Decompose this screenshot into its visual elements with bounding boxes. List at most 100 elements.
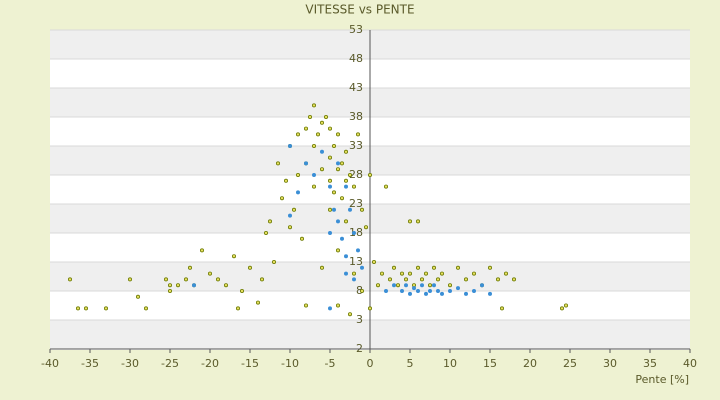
point [391,265,396,270]
point [231,254,236,259]
point [311,143,316,148]
y-tick-label: 33 [349,139,363,152]
point [335,167,340,172]
point [335,219,340,224]
x-tick-label: -10 [281,357,299,370]
x-tick-label: -20 [201,357,219,370]
point [311,172,316,177]
point [415,265,420,270]
x-tick-label: 5 [407,357,414,370]
point [351,277,356,282]
point [339,236,344,241]
point [143,306,148,311]
point [383,184,388,189]
chart-title: VITESSE vs PENTE [305,3,414,17]
point [471,288,476,293]
x-tick-label: -5 [325,357,336,370]
point [564,303,569,308]
point [415,219,420,224]
point [255,300,260,305]
point [367,306,372,311]
point [84,306,89,311]
point [327,155,332,160]
point [495,277,500,282]
point [287,225,292,230]
point [327,178,332,183]
point [259,277,264,282]
x-tick-label: 20 [523,357,537,370]
y-tick-label: 18 [349,226,363,239]
point [407,271,412,276]
x-tick-label: 15 [483,357,497,370]
y-tick-label: 48 [349,52,363,65]
point [327,306,332,311]
point [303,126,308,131]
x-tick-label: -30 [121,357,139,370]
point [455,265,460,270]
x-tick-label: 30 [603,357,617,370]
point [407,219,412,224]
point [463,291,468,296]
x-tick-label: 25 [563,357,577,370]
point [335,248,340,253]
point [355,132,360,137]
point [267,219,272,224]
point [303,303,308,308]
point [359,207,364,212]
point [439,291,444,296]
point [499,306,504,311]
point [403,283,408,288]
point [471,271,476,276]
x-axis-label: Pente [%] [635,373,689,386]
point [327,126,332,131]
point [223,283,228,288]
point [199,248,204,253]
y-tick-label: 23 [349,197,363,210]
point [371,259,376,264]
point [327,230,332,235]
point [339,196,344,201]
x-tick-label: -15 [241,357,259,370]
point [387,277,392,282]
point [331,190,336,195]
point [347,207,352,212]
point [235,306,240,311]
y-tick-label: 43 [349,81,363,94]
point [343,178,348,183]
point [351,230,356,235]
x-tick-label: 0 [367,357,374,370]
point [419,283,424,288]
point [431,265,436,270]
point [343,149,348,154]
y-tick-label: 3 [356,313,363,326]
point [295,132,300,137]
point [399,271,404,276]
point [351,184,356,189]
point [279,196,284,201]
point [311,184,316,189]
point [415,288,420,293]
point [439,271,444,276]
point [431,283,436,288]
point [287,143,292,148]
point [463,277,468,282]
point [327,184,332,189]
point [399,288,404,293]
point [319,120,324,125]
point [215,277,220,282]
x-tick-label: 35 [643,357,657,370]
point [207,271,212,276]
point [335,303,340,308]
point [351,271,356,276]
point [187,265,192,270]
y-tick-label: 53 [349,23,363,36]
point [339,161,344,166]
point [343,254,348,259]
point [271,259,276,264]
point [175,283,180,288]
point [167,283,172,288]
point [419,277,424,282]
point [311,103,316,108]
point [435,277,440,282]
